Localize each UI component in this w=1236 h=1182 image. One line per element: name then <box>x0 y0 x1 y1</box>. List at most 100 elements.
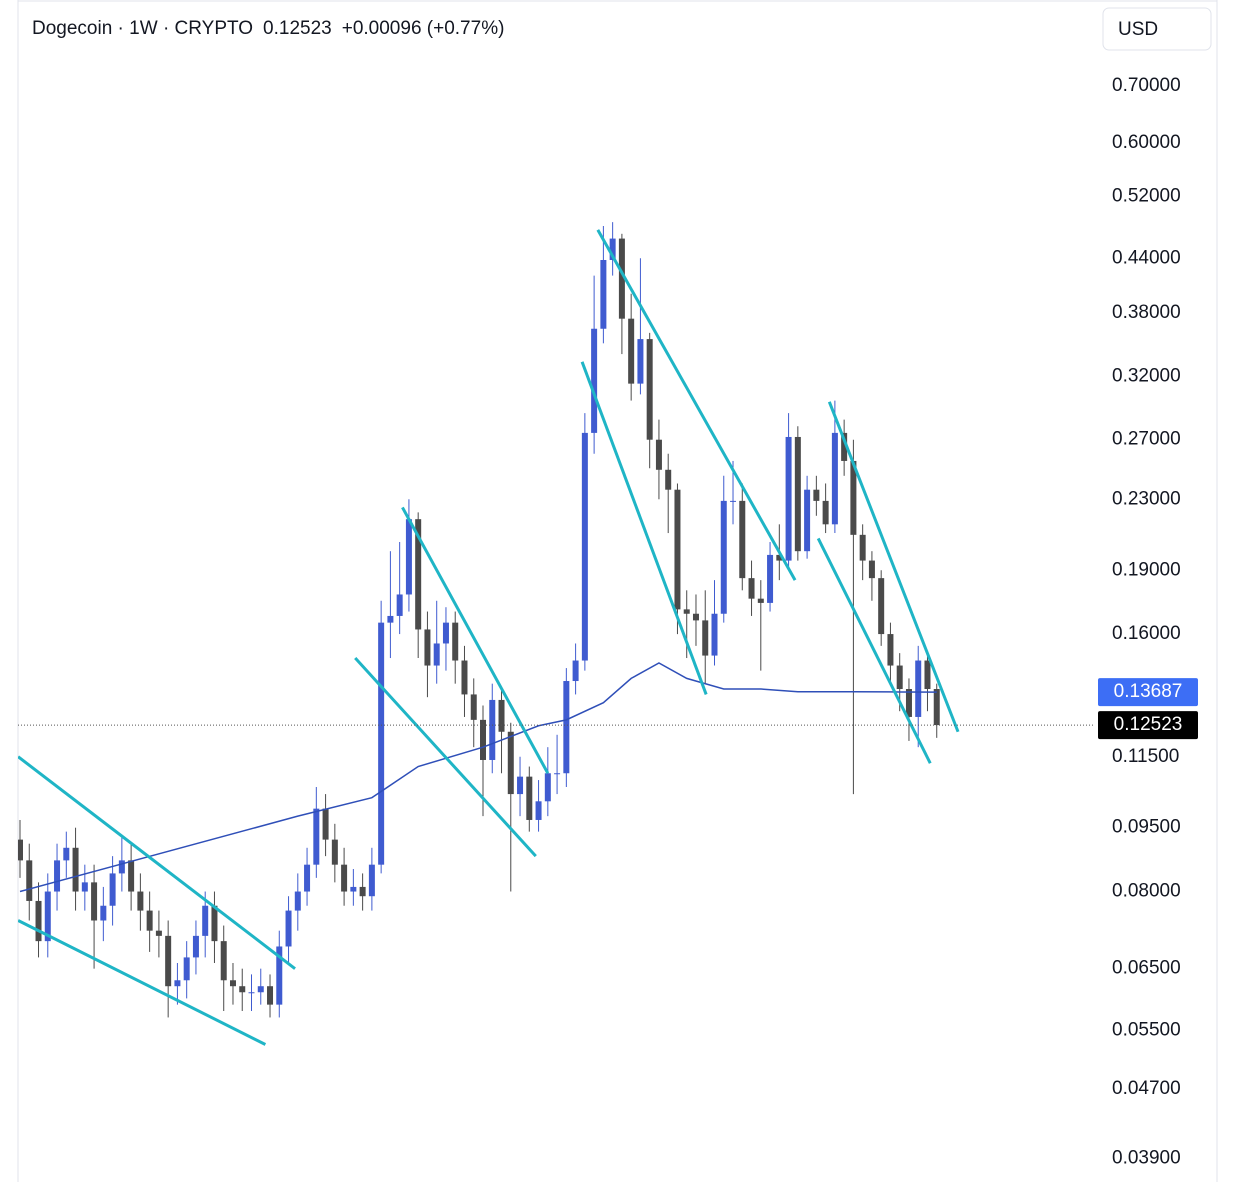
chart-title: Dogecoin · 1W · CRYPTO 0.12523 +0.00096 (+… <box>32 18 504 39</box>
candle-body <box>72 847 79 892</box>
candle-body <box>896 665 903 690</box>
candle-body <box>581 432 588 661</box>
candle-body <box>183 957 190 981</box>
candle-body <box>794 436 801 552</box>
candle-body <box>192 935 199 958</box>
ma-price-box <box>1098 678 1198 707</box>
symbol: Dogecoin · 1W · CRYPTO <box>32 18 253 39</box>
candle-body <box>887 634 894 666</box>
candle-body <box>924 660 931 690</box>
candle-body <box>91 882 98 921</box>
candle-body <box>100 905 107 921</box>
candle-body <box>646 339 653 440</box>
candle-body <box>396 594 403 616</box>
y-tick-label: 0.04700 <box>1112 1078 1181 1099</box>
candle-body <box>63 847 70 861</box>
ma-price-label: 0.13687 <box>1114 681 1183 702</box>
y-tick-label: 0.23000 <box>1112 488 1181 509</box>
y-tick-label: 0.11500 <box>1112 746 1179 767</box>
y-tick-label: 0.05500 <box>1112 1020 1181 1041</box>
candle-body <box>711 613 718 656</box>
candle-body <box>359 886 366 897</box>
candle-body <box>26 860 33 901</box>
y-tick-label: 0.32000 <box>1112 366 1181 387</box>
trendline <box>596 229 797 581</box>
y-tick-label: 0.19000 <box>1112 559 1181 580</box>
plot-area <box>18 222 960 1046</box>
candle-body <box>202 905 209 936</box>
trendline <box>18 919 267 1046</box>
candle-body <box>526 776 533 820</box>
candle-body <box>776 554 783 561</box>
y-tick-label: 0.70000 <box>1112 75 1181 96</box>
candle-body <box>480 719 486 760</box>
candle-body <box>915 660 922 717</box>
y-tick-label: 0.08000 <box>1112 881 1181 902</box>
candle-body <box>387 615 394 623</box>
candle-body <box>137 891 144 911</box>
candle-body <box>813 489 820 501</box>
candle-body <box>442 622 449 644</box>
candle-body <box>544 773 551 802</box>
candle-body <box>572 660 579 682</box>
y-tick-label: 0.44000 <box>1112 247 1181 268</box>
candle-body <box>257 986 264 993</box>
candle-body <box>905 689 912 717</box>
candle-body <box>831 432 838 525</box>
y-tick-label: 0.38000 <box>1112 302 1181 323</box>
candle-body <box>211 905 218 942</box>
candle-body <box>767 554 774 603</box>
candle-body <box>868 560 875 579</box>
candle-body <box>785 436 792 561</box>
candle-body <box>655 439 662 470</box>
price-change: +0.00096 (+0.77%) <box>342 18 505 39</box>
candle-body <box>757 598 764 603</box>
trendline <box>18 755 296 970</box>
currency-button[interactable] <box>1102 7 1212 51</box>
candle-body <box>878 578 885 635</box>
candle-body <box>535 801 542 820</box>
y-tick-label: 0.16000 <box>1112 623 1181 644</box>
candle-body <box>554 773 561 775</box>
candle-body <box>229 980 236 987</box>
candle-body <box>933 689 940 726</box>
currency-label[interactable]: USD <box>1118 19 1158 40</box>
y-tick-label: 0.06500 <box>1112 958 1181 979</box>
candle-body <box>748 578 755 599</box>
candle-body <box>618 238 625 319</box>
candle-body <box>294 891 301 911</box>
y-tick-label: 0.03900 <box>1112 1147 1181 1168</box>
candle-body <box>405 519 412 595</box>
candle-body <box>692 613 699 621</box>
last-price-box <box>1098 711 1198 740</box>
candle-body <box>628 318 635 384</box>
candle-body <box>109 873 116 906</box>
candle-body <box>739 500 746 579</box>
trendline <box>401 506 550 774</box>
candle-body <box>804 489 811 552</box>
candle-body <box>350 886 357 892</box>
candle-body <box>313 808 320 865</box>
candle-body <box>674 489 681 610</box>
y-tick-label: 0.52000 <box>1112 185 1181 206</box>
y-tick-label: 0.27000 <box>1112 429 1181 450</box>
trendline <box>580 361 708 695</box>
candle-body <box>433 643 440 666</box>
candle-body <box>285 910 292 947</box>
candle-body <box>841 432 848 461</box>
candle-body <box>452 622 459 661</box>
trendline <box>816 537 932 764</box>
candle-body <box>822 500 829 525</box>
candle-body <box>637 339 644 384</box>
moving-average <box>19 662 937 893</box>
y-tick-label: 0.09500 <box>1112 817 1181 838</box>
candle-body <box>118 860 125 874</box>
candle-body <box>368 864 375 897</box>
candle-body <box>665 469 672 490</box>
candle-body <box>507 731 514 795</box>
candle-body <box>609 238 616 261</box>
candle-body <box>591 328 598 433</box>
candle-body <box>341 864 348 892</box>
candle-body <box>498 699 505 732</box>
